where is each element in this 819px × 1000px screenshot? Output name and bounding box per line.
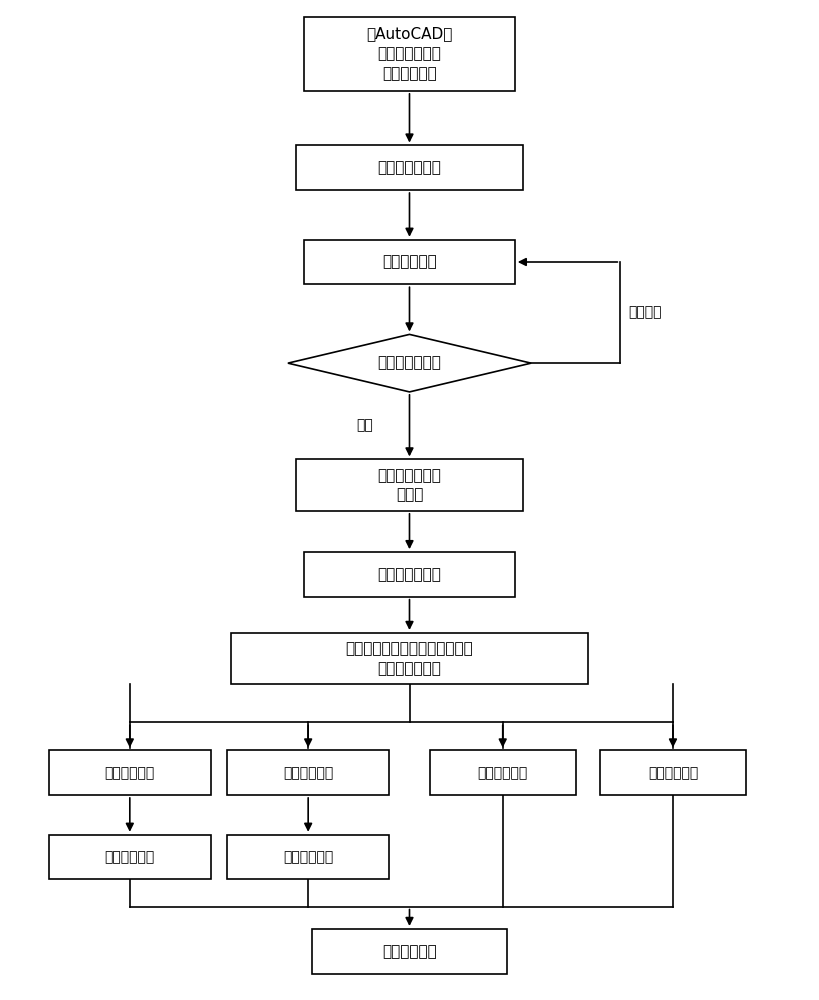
FancyBboxPatch shape <box>430 750 576 795</box>
FancyBboxPatch shape <box>296 145 523 190</box>
Text: 倒角标注绘制: 倒角标注绘制 <box>648 766 698 780</box>
Text: 通过: 通过 <box>356 419 373 433</box>
FancyBboxPatch shape <box>231 633 588 684</box>
Text: 外轮廓线绘制: 外轮廓线绘制 <box>105 766 155 780</box>
Text: 在AutoCAD中
启动绘制断面的
用户操作界面: 在AutoCAD中 启动绘制断面的 用户操作界面 <box>366 26 453 81</box>
Text: 初始化绘图环境: 初始化绘图环境 <box>378 567 441 582</box>
FancyBboxPatch shape <box>304 17 515 91</box>
Text: 在当前图纸中自动绘制断面图形
并计算相关数据: 在当前图纸中自动绘制断面图形 并计算相关数据 <box>346 641 473 676</box>
Polygon shape <box>288 334 531 392</box>
Text: 内轮廓线绘制: 内轮廓线绘制 <box>283 766 333 780</box>
Text: 输出截面面积: 输出截面面积 <box>105 850 155 864</box>
FancyBboxPatch shape <box>49 750 210 795</box>
Text: 数据有效性判断: 数据有效性判断 <box>378 356 441 371</box>
Text: 重新输入: 重新输入 <box>628 306 662 320</box>
Text: 选择横断面类型: 选择横断面类型 <box>378 160 441 175</box>
FancyBboxPatch shape <box>304 240 515 284</box>
FancyBboxPatch shape <box>227 750 389 795</box>
FancyBboxPatch shape <box>304 552 515 597</box>
Text: 输出截面面积: 输出截面面积 <box>283 850 333 864</box>
Text: 尺寸标注绘制: 尺寸标注绘制 <box>477 766 528 780</box>
Text: 输入设计参数: 输入设计参数 <box>382 254 437 269</box>
FancyBboxPatch shape <box>600 750 746 795</box>
FancyBboxPatch shape <box>49 835 210 879</box>
Text: 计算断面特征点
坐标值: 计算断面特征点 坐标值 <box>378 468 441 503</box>
Text: 输出操作日志: 输出操作日志 <box>382 944 437 959</box>
FancyBboxPatch shape <box>312 929 507 974</box>
FancyBboxPatch shape <box>227 835 389 879</box>
FancyBboxPatch shape <box>296 459 523 511</box>
